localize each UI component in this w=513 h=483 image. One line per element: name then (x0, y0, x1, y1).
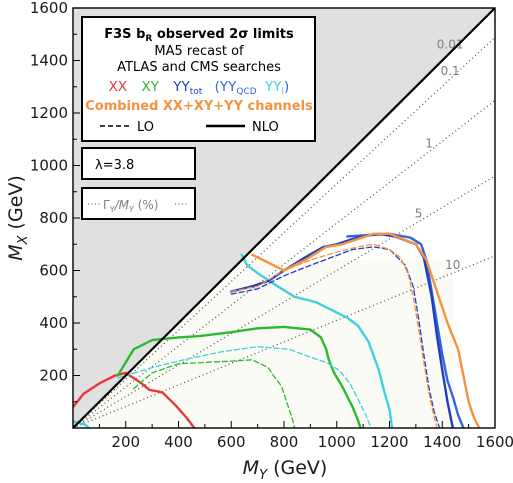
legend-lo-label: LO (137, 120, 154, 135)
legend-title: F3S bR observed 2σ limits (104, 27, 294, 44)
width-contour-label: 0.1 (441, 64, 460, 78)
x-tick-label: 600 (217, 433, 246, 451)
width-contour-label: 5 (415, 207, 423, 221)
series-yy-l-lo (117, 345, 372, 428)
y-tick-label: 200 (39, 367, 68, 385)
legend-series-row: XX XY YYtot (YYQCD YYl) (109, 79, 290, 98)
width-label: ΓY/MY (%) (103, 198, 158, 214)
y-axis-label: MX (GeV) (5, 175, 31, 261)
legend-line2: MA5 recast of (154, 44, 244, 59)
y-tick-label: 1400 (30, 52, 68, 70)
x-tick-label: 800 (270, 433, 299, 451)
y-tick-label: 400 (39, 314, 68, 332)
legend-nlo-label: NLO (252, 120, 279, 135)
width-box: ΓY/MY (%) (81, 187, 196, 220)
width-contour-label: 10 (445, 258, 460, 272)
legend-box (81, 16, 316, 142)
series-yy-l-nlo (240, 253, 394, 428)
x-tick-label: 1400 (423, 433, 461, 451)
lambda-label: λ=3.8 (95, 158, 134, 173)
x-tick-label: 200 (111, 433, 140, 451)
series-yy-qcd-nlo (346, 232, 465, 428)
lambda-frame (81, 147, 196, 180)
series-yy-tot-lo (230, 246, 441, 428)
width-frame (81, 187, 196, 220)
x-tick-label: 1600 (476, 433, 513, 451)
series-lines (73, 232, 481, 428)
series-combined-nlo (251, 232, 481, 428)
x-tick-label: 1200 (370, 433, 408, 451)
y-tick-label: 600 (39, 262, 68, 280)
x-axis-label: MY (GeV) (243, 457, 328, 483)
series-xy-nlo (116, 325, 362, 428)
y-tick-label: 800 (39, 209, 68, 227)
x-tick-label: 1000 (318, 433, 356, 451)
series-combined-lo (230, 243, 438, 428)
series-xx-nlo (73, 371, 196, 428)
diagonal-line (72, 7, 496, 429)
x-tick-label: 400 (164, 433, 193, 451)
width-contour-label: 0.01 (437, 38, 464, 52)
y-tick-label: 1000 (30, 157, 68, 175)
y-tick-label: 1200 (30, 104, 68, 122)
width-contour-label: 1 (425, 137, 433, 151)
legend-line3: ATLAS and CMS searches (117, 60, 281, 75)
legend: F3S bR observed 2σ limits MA5 recast of … (81, 16, 316, 142)
lambda-box: λ=3.8 (81, 147, 196, 180)
series-xy-lo (133, 359, 296, 428)
legend-combined: Combined XX+XY+YY channels (85, 99, 313, 114)
axis-ticks: 200 400 600 800 1000 1200 1400 1600 200 400 600 800… (30, 0, 513, 451)
y-tick-label: 1600 (30, 0, 68, 17)
